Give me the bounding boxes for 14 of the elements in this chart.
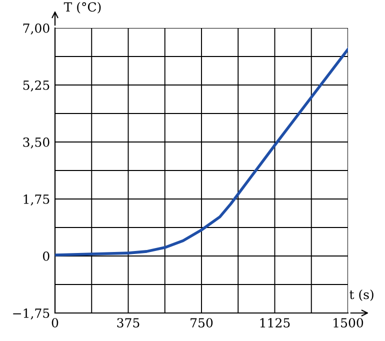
y-tick-label: 7,00 — [23, 23, 50, 34]
x-tick-label: 0 — [52, 318, 58, 328]
y-tick-label: 0 — [43, 251, 50, 261]
y-tick-label: 1,75 — [24, 194, 50, 206]
y-tick-label: −1,75 — [13, 308, 50, 320]
y-axis-title: T (°C) — [64, 2, 101, 14]
x-tick-label: 1125 — [260, 318, 290, 328]
y-tick-label: 5,25 — [23, 80, 50, 92]
x-tick-label: 750 — [190, 318, 213, 328]
x-axis-title: t (s) — [350, 290, 374, 301]
x-tick-label: 375 — [117, 318, 140, 328]
x-tick-label: 1500 — [334, 318, 364, 328]
line-series — [55, 48, 348, 256]
y-tick-label: 3,50 — [23, 137, 50, 148]
